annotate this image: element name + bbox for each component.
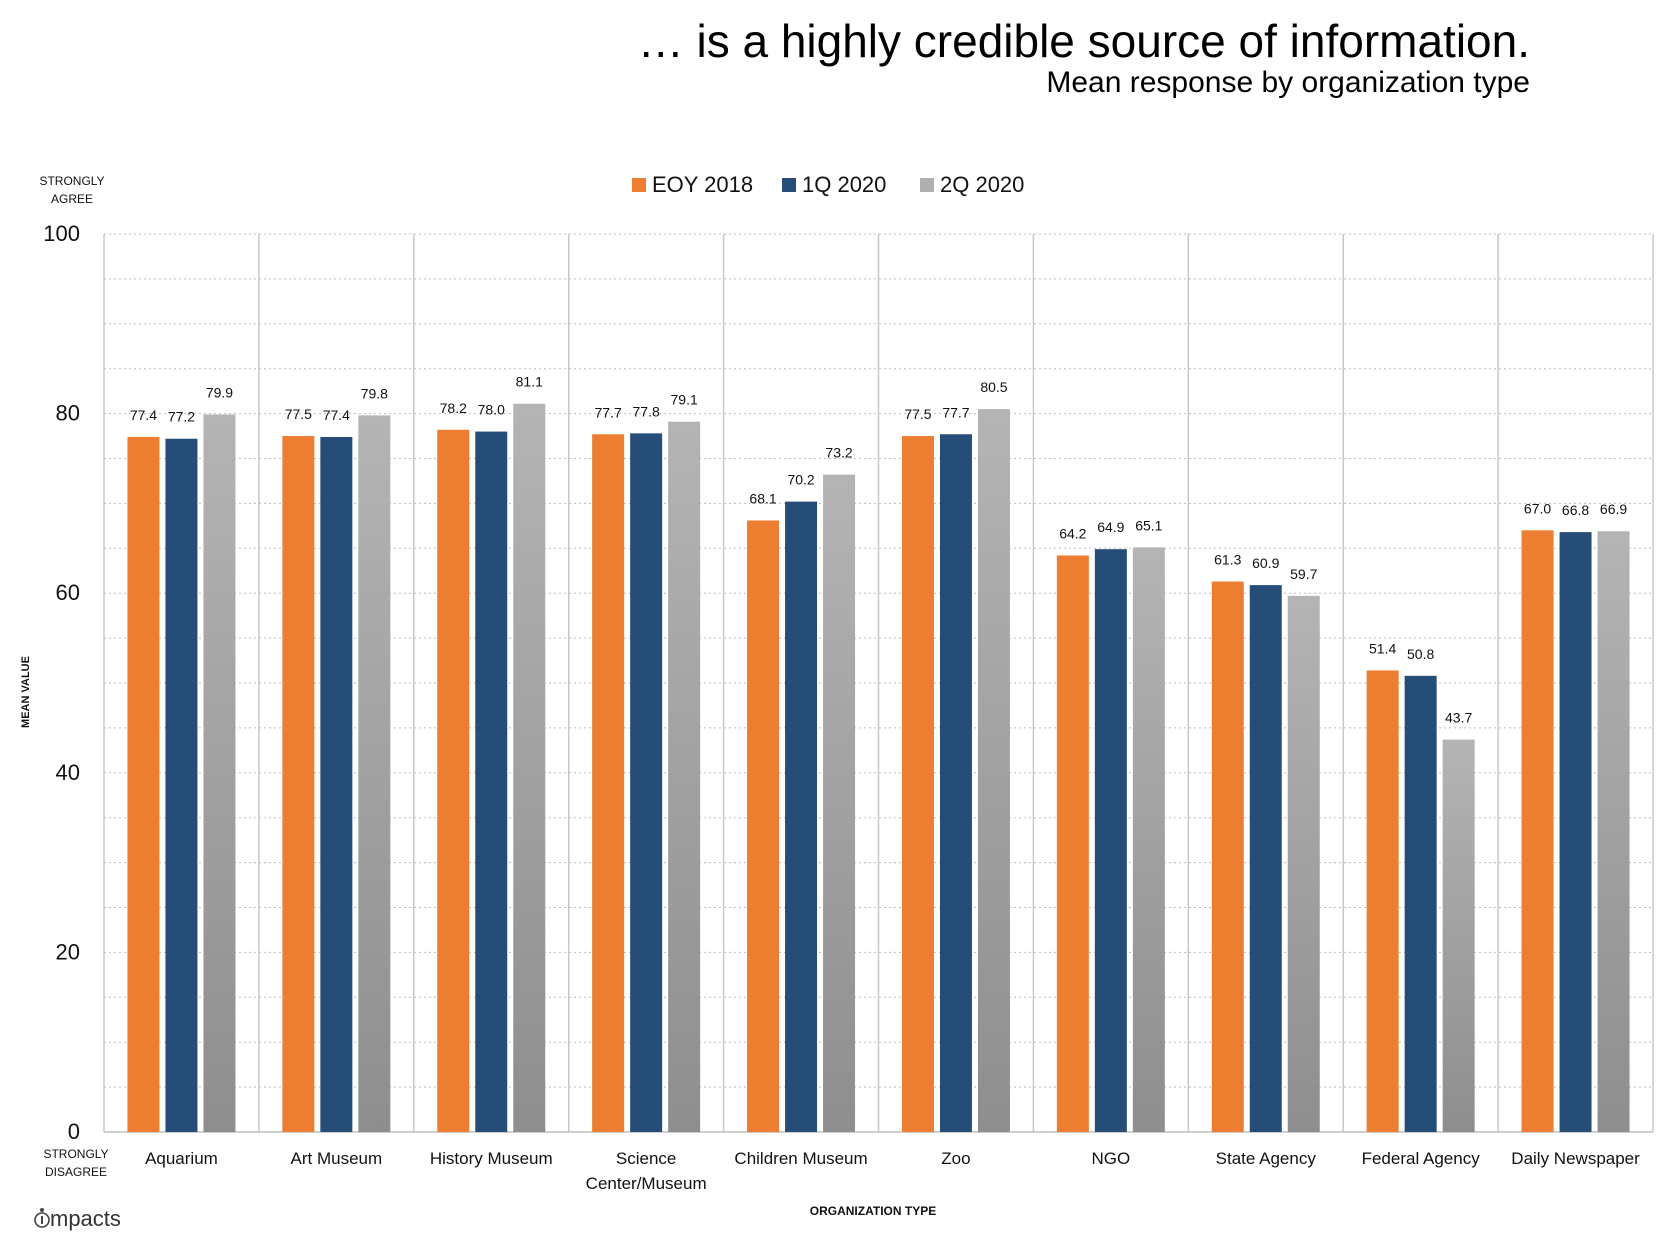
bar-eoy-2018 <box>747 520 780 1132</box>
bar-eoy-2018 <box>592 434 625 1132</box>
data-label: 78.0 <box>478 402 505 418</box>
bar-1q-2020 <box>1094 549 1127 1132</box>
data-label: 64.2 <box>1059 525 1086 541</box>
legend-swatch <box>920 178 934 192</box>
y-tick-label: 100 <box>43 221 80 246</box>
bar-eoy-2018 <box>282 436 315 1132</box>
x-tick-label: History Museum <box>430 1149 553 1168</box>
data-label: 50.8 <box>1407 646 1434 662</box>
data-labels: 77.4 77.2 79.9 77.5 77.4 79.8 78.2 78.0 81.1 77.7… <box>130 374 1628 726</box>
data-label: 77.4 <box>323 407 350 423</box>
data-label: 79.8 <box>361 385 388 401</box>
bar-2q-2020 <box>1597 531 1630 1132</box>
bar-2q-2020 <box>203 414 236 1132</box>
bar-1q-2020 <box>1249 585 1282 1132</box>
data-label: 60.9 <box>1252 555 1279 571</box>
bar-2q-2020 <box>1442 739 1475 1132</box>
bar-2q-2020 <box>668 421 701 1132</box>
y-bottom-descriptor: DISAGREE <box>45 1165 107 1179</box>
y-bottom-descriptor: STRONGLY <box>43 1147 108 1161</box>
legend-swatch <box>632 178 646 192</box>
data-label: 73.2 <box>825 445 852 461</box>
x-tick-label: Children Museum <box>734 1149 867 1168</box>
data-label: 77.5 <box>285 406 312 422</box>
bar-eoy-2018 <box>437 429 470 1132</box>
bar-2q-2020 <box>977 409 1010 1132</box>
data-label: 81.1 <box>516 374 543 390</box>
legend-swatch <box>782 178 796 192</box>
bar-1q-2020 <box>320 436 353 1132</box>
data-label: 79.9 <box>206 384 233 400</box>
bar-1q-2020 <box>1404 675 1437 1132</box>
bar-1q-2020 <box>475 431 508 1132</box>
bar-2q-2020 <box>358 415 391 1132</box>
bar-1q-2020 <box>630 433 663 1133</box>
x-tick-label: Zoo <box>941 1149 970 1168</box>
legend: EOY 2018 1Q 2020 2Q 2020 <box>632 172 1024 197</box>
y-axis-title: MEAN VALUE <box>20 656 32 728</box>
data-label: 59.7 <box>1290 566 1317 582</box>
bar-2q-2020 <box>1287 595 1320 1132</box>
data-label: 65.1 <box>1135 517 1162 533</box>
y-tick-label: 20 <box>56 939 80 964</box>
data-label: 77.4 <box>130 407 157 423</box>
data-label: 77.8 <box>633 403 660 419</box>
bar-eoy-2018 <box>1211 581 1244 1132</box>
data-label: 78.2 <box>440 400 467 416</box>
x-tick-label: State Agency <box>1216 1149 1317 1168</box>
bars <box>127 403 1630 1133</box>
x-tick-label: Federal Agency <box>1362 1149 1481 1168</box>
bar-eoy-2018 <box>1366 670 1399 1132</box>
legend-label: 1Q 2020 <box>802 172 886 197</box>
data-label: 79.1 <box>671 392 698 408</box>
impacts-logo-icon <box>34 1208 50 1228</box>
data-label: 68.1 <box>749 490 776 506</box>
bar-1q-2020 <box>165 438 198 1132</box>
legend-label: EOY 2018 <box>652 172 753 197</box>
bar-1q-2020 <box>939 434 972 1132</box>
gridlines <box>103 233 1654 1132</box>
bar-2q-2020 <box>513 403 546 1132</box>
data-label: 70.2 <box>787 472 814 488</box>
bar-eoy-2018 <box>1056 555 1089 1132</box>
bar-1q-2020 <box>1559 532 1592 1132</box>
bar-2q-2020 <box>823 474 856 1132</box>
data-label: 66.9 <box>1600 501 1627 517</box>
bar-eoy-2018 <box>127 436 160 1132</box>
bar-2q-2020 <box>1132 547 1165 1132</box>
data-label: 64.9 <box>1097 519 1124 535</box>
x-tick-label: Center/Museum <box>586 1174 707 1193</box>
data-label: 66.8 <box>1562 502 1589 518</box>
impacts-logo: mpacts <box>34 1206 121 1232</box>
chart-title: … is a highly credible source of informa… <box>637 15 1530 67</box>
x-tick-label: NGO <box>1091 1149 1130 1168</box>
y-top-descriptor: STRONGLY <box>39 174 104 188</box>
x-tick-label: Aquarium <box>145 1149 218 1168</box>
legend-label: 2Q 2020 <box>940 172 1024 197</box>
data-label: 77.7 <box>595 404 622 420</box>
bar-1q-2020 <box>785 501 818 1132</box>
y-tick-label: 40 <box>56 760 80 785</box>
y-tick-label: 0 <box>68 1119 80 1144</box>
logo-text: mpacts <box>50 1206 121 1231</box>
data-label: 61.3 <box>1214 552 1241 568</box>
y-tick-label: 80 <box>56 401 80 426</box>
y-tick-label: 60 <box>56 580 80 605</box>
data-label: 77.2 <box>168 409 195 425</box>
data-label: 51.4 <box>1369 640 1396 656</box>
chart-subtitle: Mean response by organization type <box>1046 66 1530 99</box>
data-label: 77.5 <box>904 406 931 422</box>
bar-eoy-2018 <box>901 436 934 1132</box>
y-top-descriptor: AGREE <box>51 192 93 206</box>
data-label: 77.7 <box>942 404 969 420</box>
x-axis-title: ORGANIZATION TYPE <box>810 1204 936 1218</box>
x-tick-label: Daily Newspaper <box>1511 1149 1640 1168</box>
data-label: 43.7 <box>1445 710 1472 726</box>
x-tick-label: Science <box>616 1149 676 1168</box>
data-label: 67.0 <box>1524 500 1551 516</box>
x-tick-label: Art Museum <box>291 1149 383 1168</box>
bar-eoy-2018 <box>1521 530 1554 1132</box>
data-label: 80.5 <box>980 379 1007 395</box>
